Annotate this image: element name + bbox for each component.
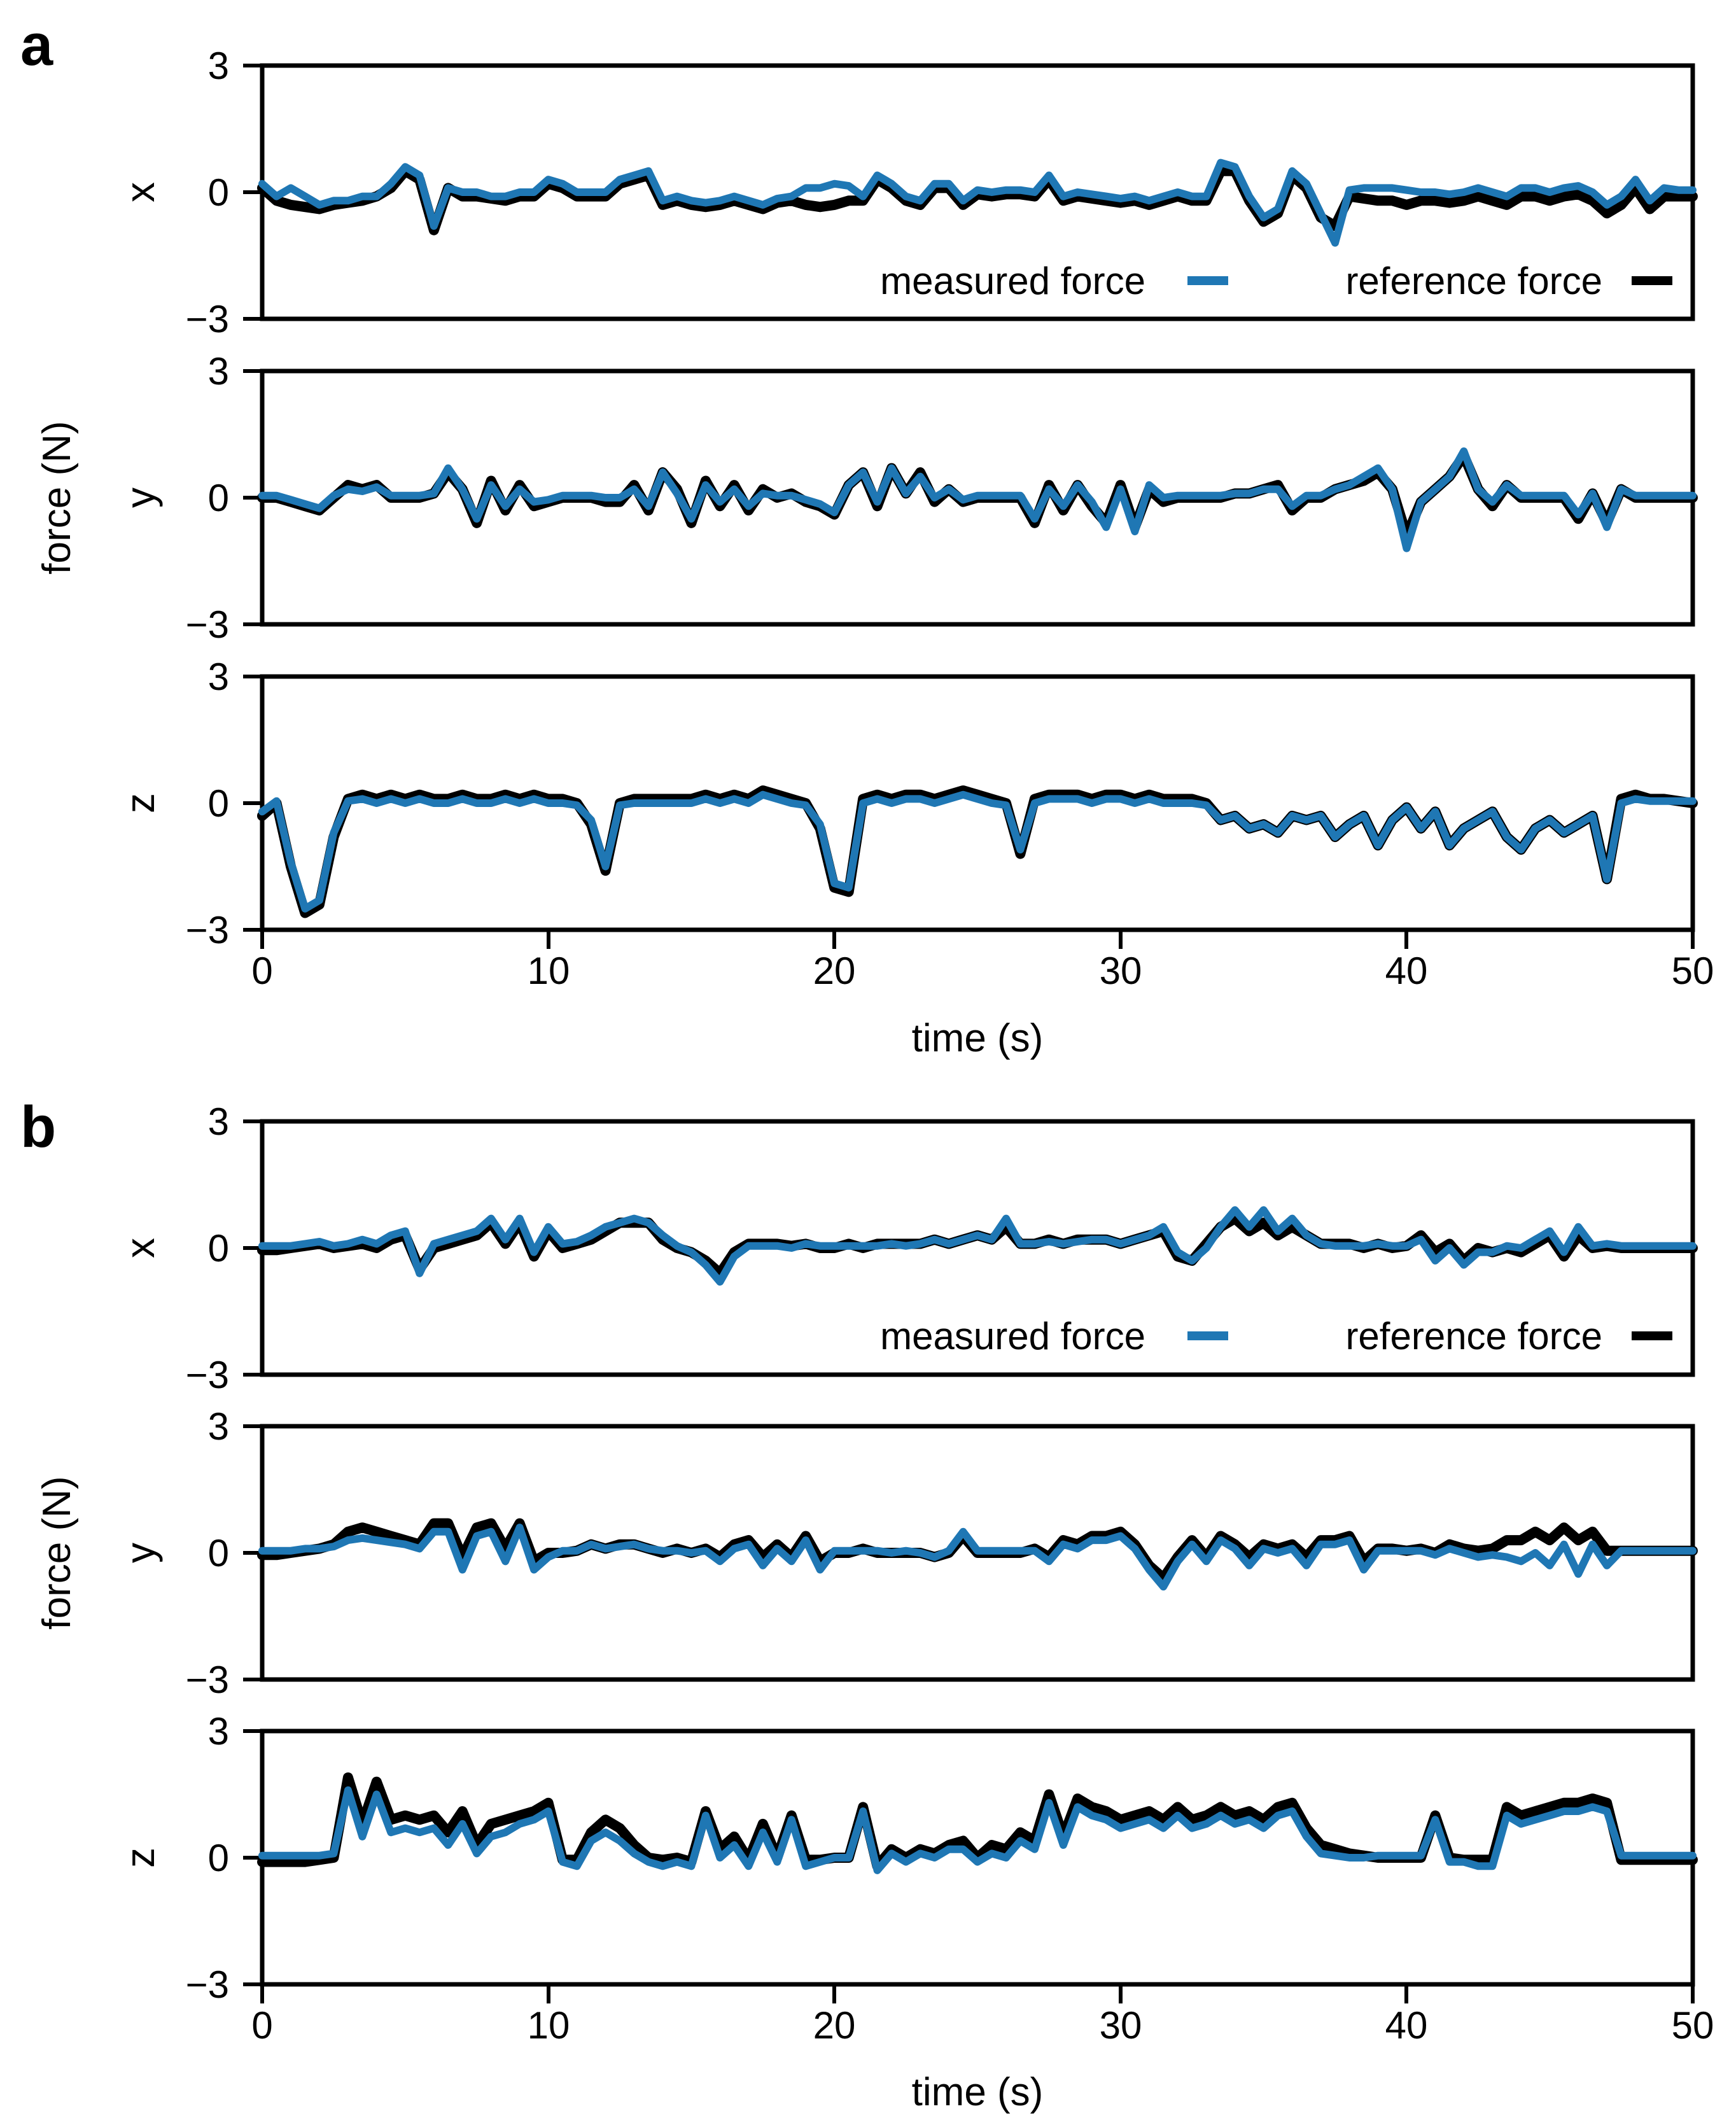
- y-tick-label: −3: [186, 1354, 229, 1396]
- measured-force-line: [258, 158, 1697, 247]
- series-container: [257, 1772, 1698, 1874]
- series-container: [257, 785, 1698, 918]
- y-tick-label: 3: [208, 656, 229, 698]
- y-ticks: 3 0 −3: [186, 1405, 262, 1701]
- x-tick-label: 30: [1100, 950, 1142, 992]
- y-tick-label: −3: [186, 909, 229, 951]
- subplot-label-z: z: [117, 1848, 163, 1868]
- x-tick-label: 10: [528, 950, 570, 992]
- y-ticks: 3 0 −3: [186, 1100, 262, 1396]
- legend-label-reference: reference force: [1345, 1315, 1602, 1357]
- reference-force-line: [257, 165, 1698, 235]
- x-tick-label: 30: [1100, 2004, 1142, 2047]
- series-container: [257, 1206, 1698, 1286]
- x-ticks: 0 10 20 30 40 50: [251, 1984, 1714, 2047]
- legend-label-reference: reference force: [1345, 260, 1602, 302]
- x-tick-label: 40: [1385, 2004, 1428, 2047]
- x-ticks: 0 10 20 30 40 50: [251, 930, 1714, 992]
- subplot-label-y: y: [117, 1543, 163, 1563]
- y-tick-label: 3: [208, 1100, 229, 1143]
- series-container: [257, 1518, 1698, 1591]
- panel-b-ylabel: force (N): [35, 1476, 79, 1629]
- x-tick-label: 50: [1672, 950, 1714, 992]
- y-tick-label: 3: [208, 45, 229, 87]
- y-tick-label: −3: [186, 298, 229, 340]
- subplot-label-x: x: [117, 1238, 163, 1258]
- subplot-label-y: y: [117, 487, 163, 508]
- y-ticks: 3 0 −3: [186, 656, 262, 951]
- legend: measured force reference force: [880, 260, 1672, 302]
- reference-force-line: [257, 785, 1698, 918]
- y-tick-label: 0: [208, 1532, 229, 1574]
- measured-force-line: [258, 447, 1697, 552]
- y-tick-label: 3: [208, 1405, 229, 1448]
- y-tick-label: 0: [208, 1837, 229, 1879]
- panel-b-xlabel: time (s): [912, 2070, 1044, 2114]
- measured-force-line: [258, 790, 1697, 913]
- y-tick-label: −3: [186, 1963, 229, 2006]
- subplot-b-z: 3 0 −3 z 0 10 20 30 40 50 time (s): [117, 1710, 1714, 2114]
- x-tick-label: 20: [813, 2004, 856, 2047]
- panel-letter-b: b: [20, 1095, 56, 1160]
- legend-label-measured: measured force: [880, 260, 1145, 302]
- y-ticks: 3 0 −3: [186, 350, 262, 646]
- subplot-a-y: 3 0 −3 y: [117, 350, 1698, 646]
- subplot-a-x: 3 0 −3 x measured force reference force: [117, 45, 1698, 340]
- legend-label-measured: measured force: [880, 1315, 1145, 1357]
- subplot-b-x: 3 0 −3 x measured force reference force: [117, 1100, 1698, 1396]
- y-ticks: 3 0 −3: [186, 45, 262, 340]
- y-ticks: 3 0 −3: [186, 1710, 262, 2006]
- subplot-b-y: 3 0 −3 y: [117, 1405, 1698, 1701]
- measured-force-line: [258, 1524, 1697, 1591]
- x-tick-label: 10: [528, 2004, 570, 2047]
- y-tick-label: 0: [208, 477, 229, 519]
- series-container: [257, 158, 1698, 247]
- x-tick-label: 20: [813, 950, 856, 992]
- subplot-label-z: z: [117, 793, 163, 813]
- panel-b: b force (N) 3 0 −3 x measured force refe…: [20, 1095, 1714, 2114]
- x-tick-label: 50: [1672, 2004, 1714, 2047]
- measured-force-line: [258, 1206, 1697, 1286]
- panel-letter-a: a: [20, 13, 53, 78]
- panel-a: a force (N) 3 0 −3 x measured force refe…: [20, 13, 1714, 1060]
- x-tick-label: 0: [251, 950, 272, 992]
- y-tick-label: −3: [186, 1659, 229, 1701]
- y-tick-label: 0: [208, 1227, 229, 1270]
- x-tick-label: 0: [251, 2004, 272, 2047]
- y-tick-label: 0: [208, 171, 229, 214]
- measured-force-line: [258, 1786, 1697, 1874]
- panel-a-xlabel: time (s): [912, 1016, 1044, 1060]
- series-container: [257, 447, 1698, 552]
- subplot-label-x: x: [117, 182, 163, 202]
- y-tick-label: 3: [208, 350, 229, 393]
- y-tick-label: 3: [208, 1710, 229, 1753]
- y-tick-label: −3: [186, 603, 229, 646]
- legend: measured force reference force: [880, 1315, 1672, 1357]
- x-tick-label: 40: [1385, 950, 1428, 992]
- y-tick-label: 0: [208, 782, 229, 825]
- panel-a-ylabel: force (N): [35, 421, 79, 574]
- subplot-a-z: 3 0 −3 z 0 10 20 30 40 50 time (s): [117, 656, 1714, 1060]
